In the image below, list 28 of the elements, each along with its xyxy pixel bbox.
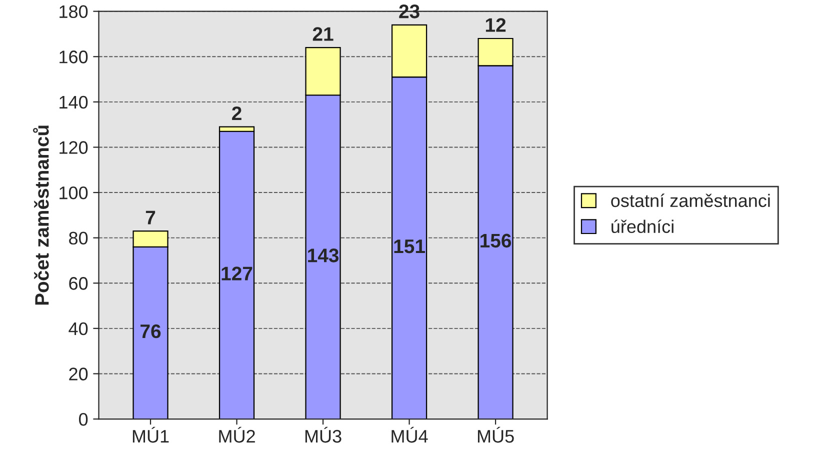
y-tick-label: 120: [60, 141, 88, 154]
data-label: 12: [486, 18, 506, 32]
x-tick-label: MÚ5: [478, 426, 514, 443]
data-label: 156: [480, 234, 512, 248]
data-label: 143: [308, 248, 339, 262]
x-tick-label: MÚ1: [132, 426, 169, 443]
data-label: 127: [222, 266, 252, 280]
data-label: 151: [394, 240, 425, 254]
y-tick-label: 140: [60, 96, 88, 109]
x-tick-label: MÚ2: [219, 426, 255, 443]
y-tick-label: 80: [69, 232, 88, 245]
x-tick-label: MÚ4: [392, 426, 428, 443]
data-label: 2: [232, 106, 242, 120]
y-tick-label: 60: [69, 277, 88, 290]
y-tick-label: 20: [69, 368, 88, 380]
data-label: 7: [146, 210, 156, 224]
legend-label: ostatní zaměstnanci: [611, 194, 770, 208]
bar: [218, 130, 255, 420]
legend-label: úředníci: [612, 220, 674, 234]
y-tick-label: 160: [60, 50, 88, 64]
y-tick-label: 100: [60, 186, 88, 200]
data-label: 76: [140, 324, 161, 338]
y-tick-label: 180: [60, 5, 88, 18]
y-axis-title: Počet zaměstnanců: [33, 126, 49, 305]
x-tick-label: MÚ3: [305, 426, 342, 443]
y-tick-label: 40: [68, 322, 88, 336]
y-tick-label: 0: [79, 412, 88, 426]
data-label: 21: [312, 27, 334, 41]
